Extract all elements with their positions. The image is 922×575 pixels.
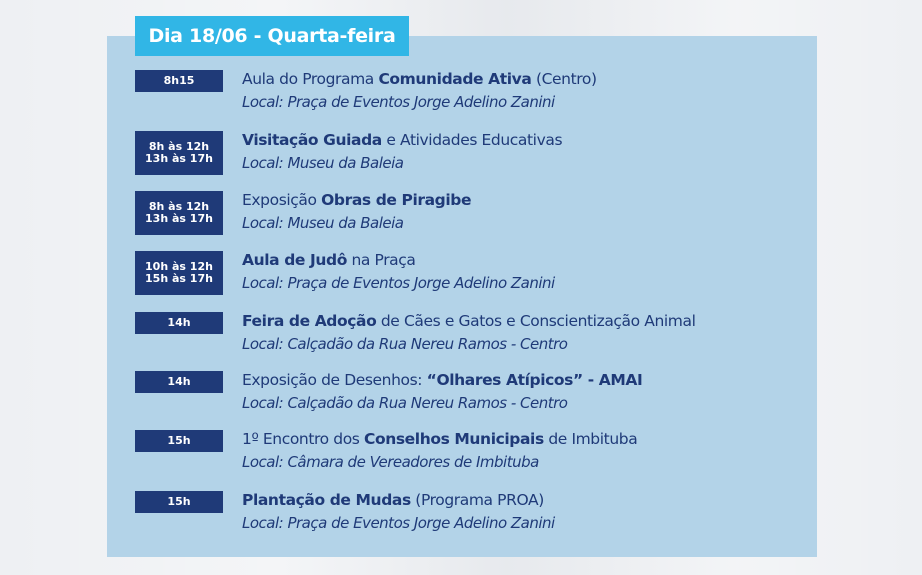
event-item: 8h às 12h 13h às 17h Visitação Guiada e …	[0, 131, 922, 191]
event-item: 8h às 12h 13h às 17h Exposição Obras de …	[0, 191, 922, 251]
time-label: 15h	[167, 495, 191, 508]
time-label: 8h às 12h	[148, 140, 210, 153]
event-title: Plantação de Mudas (Programa PROA)	[242, 491, 544, 509]
time-label: 14h	[167, 375, 191, 388]
title-highlight: Plantação de Mudas	[242, 491, 411, 509]
time-badge: 15h	[135, 491, 223, 513]
title-text: de Imbituba	[543, 430, 638, 448]
time-label: 8h às 12h	[148, 200, 210, 213]
title-text: Exposição de Desenhos:	[242, 371, 427, 389]
time-badge: 8h às 12h 13h às 17h	[135, 131, 223, 175]
event-item: 15h Plantação de Mudas (Programa PROA) L…	[0, 491, 922, 551]
time-label: 13h às 17h	[145, 152, 213, 165]
title-highlight: Aula de Judô	[242, 251, 347, 269]
event-item: 15h 1º Encontro dos Conselhos Municipais…	[0, 430, 922, 490]
time-label: 14h	[167, 316, 191, 329]
schedule-panel	[107, 36, 817, 557]
time-label: 15h às 17h	[145, 272, 213, 285]
event-location: Local: Museu da Baleia	[242, 214, 404, 232]
title-text: 1º Encontro dos	[242, 430, 364, 448]
event-title: 1º Encontro dos Conselhos Municipais de …	[242, 430, 638, 448]
event-title: Feira de Adoção de Cães e Gatos e Consci…	[242, 312, 696, 330]
time-badge: 14h	[135, 371, 223, 393]
title-text: Exposição	[242, 191, 322, 209]
title-text: (Programa PROA)	[410, 491, 544, 509]
time-badge: 8h às 12h 13h às 17h	[135, 191, 223, 235]
event-item: 14h Exposição de Desenhos: “Olhares Atíp…	[0, 371, 922, 431]
time-label: 8h15	[163, 74, 195, 87]
title-text: na Praça	[346, 251, 416, 269]
title-highlight: Feira de Adoção	[242, 312, 377, 330]
event-location: Local: Praça de Eventos Jorge Adelino Za…	[242, 514, 555, 532]
event-location: Local: Calçadão da Rua Nereu Ramos - Cen…	[242, 335, 568, 353]
title-highlight: Conselhos Municipais	[363, 430, 544, 448]
title-text: e Atividades Educativas	[381, 131, 563, 149]
title-highlight: Comunidade Ativa	[378, 70, 532, 88]
event-location: Local: Praça de Eventos Jorge Adelino Za…	[242, 93, 555, 111]
event-title: Aula de Judô na Praça	[242, 251, 416, 269]
title-text: (Centro)	[531, 70, 597, 88]
title-text: de Cães e Gatos e Conscientização Animal	[376, 312, 696, 330]
day-header: Dia 18/06 - Quarta-feira	[135, 16, 409, 56]
event-title: Aula do Programa Comunidade Ativa (Centr…	[242, 70, 597, 88]
time-badge: 14h	[135, 312, 223, 334]
time-label: 15h	[167, 434, 191, 447]
time-badge: 8h15	[135, 70, 223, 92]
time-label: 13h às 17h	[145, 212, 213, 225]
event-item: 14h Feira de Adoção de Cães e Gatos e Co…	[0, 312, 922, 372]
event-location: Local: Praça de Eventos Jorge Adelino Za…	[242, 274, 555, 292]
event-item: 8h15 Aula do Programa Comunidade Ativa (…	[0, 70, 922, 130]
event-title: Exposição de Desenhos: “Olhares Atípicos…	[242, 371, 643, 389]
event-title: Visitação Guiada e Atividades Educativas	[242, 131, 563, 149]
event-location: Local: Calçadão da Rua Nereu Ramos - Cen…	[242, 394, 568, 412]
title-text: Aula do Programa	[242, 70, 379, 88]
title-highlight: Obras de Piragibe	[321, 191, 472, 209]
time-label: 10h às 12h	[145, 260, 213, 273]
time-badge: 15h	[135, 430, 223, 452]
event-item: 10h às 12h 15h às 17h Aula de Judô na Pr…	[0, 251, 922, 311]
title-highlight: Visitação Guiada	[242, 131, 382, 149]
event-location: Local: Câmara de Vereadores de Imbituba	[242, 453, 539, 471]
event-title: Exposição Obras de Piragibe	[242, 191, 472, 209]
title-highlight: “Olhares Atípicos” - AMAI	[426, 371, 643, 389]
time-badge: 10h às 12h 15h às 17h	[135, 251, 223, 295]
event-location: Local: Museu da Baleia	[242, 154, 404, 172]
